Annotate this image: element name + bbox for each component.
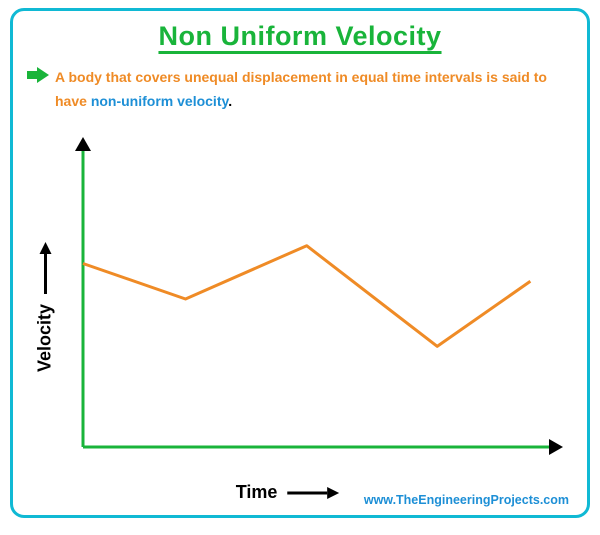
x-axis-label: Time: [236, 482, 340, 503]
info-card: Non Uniform Velocity A body that covers …: [10, 8, 590, 518]
x-label-arrow-icon: [287, 487, 339, 499]
chart-svg: [53, 137, 563, 477]
x-axis-arrowhead-icon: [549, 439, 563, 455]
y-label-arrow-icon: [39, 242, 51, 294]
desc-post: .: [228, 93, 232, 109]
y-axis-arrowhead-icon: [75, 137, 91, 151]
description-row: A body that covers unequal displacement …: [13, 52, 587, 114]
description-text: A body that covers unequal displacement …: [55, 66, 559, 114]
footer-credit: www.TheEngineeringProjects.com: [364, 493, 569, 507]
y-axis-label-text: Velocity: [35, 304, 56, 372]
y-axis-label: Velocity: [35, 242, 56, 372]
bullet-arrow-icon: [27, 67, 49, 83]
x-axis-label-text: Time: [236, 482, 278, 503]
page-title: Non Uniform Velocity: [13, 21, 587, 52]
velocity-line: [83, 246, 530, 347]
velocity-time-chart: Velocity Time: [53, 137, 563, 477]
desc-highlight: non-uniform velocity: [91, 93, 228, 109]
